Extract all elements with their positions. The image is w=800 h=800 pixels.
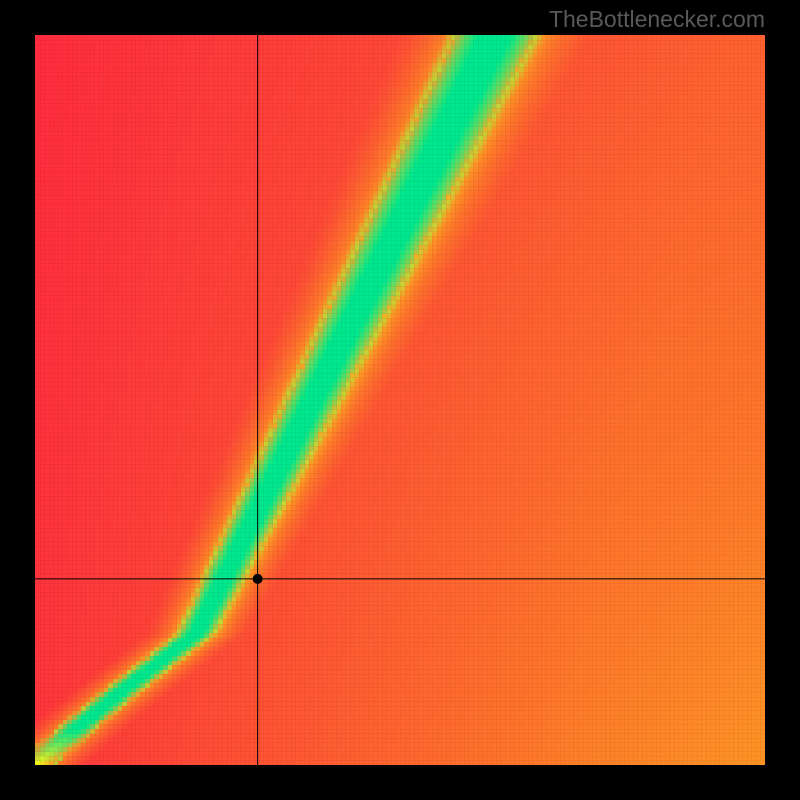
watermark-text: TheBottlenecker.com: [549, 6, 765, 33]
bottleneck-heatmap: [35, 35, 765, 765]
chart-container: TheBottlenecker.com: [0, 0, 800, 800]
